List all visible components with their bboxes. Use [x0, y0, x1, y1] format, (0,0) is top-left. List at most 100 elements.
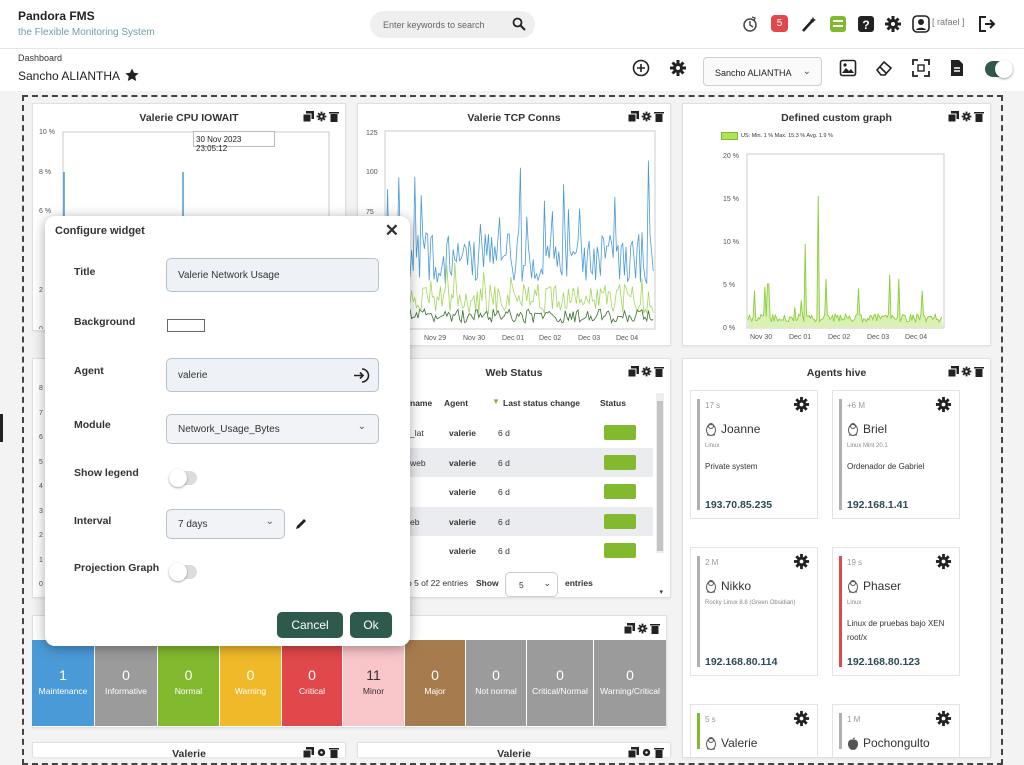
sort-desc-icon[interactable]: ▼: [492, 397, 500, 406]
table-row[interactable]: valerie 6 d: [395, 477, 653, 506]
cancel-button[interactable]: Cancel: [277, 612, 343, 638]
agent-settings-icon[interactable]: [793, 396, 810, 413]
search-input[interactable]: Enter keywords to search: [370, 11, 535, 38]
table-row[interactable]: eb valerie 6 d: [395, 506, 653, 536]
brand[interactable]: Pandora FMS the Flexible Monitoring Syst…: [18, 9, 155, 38]
group-status-informative[interactable]: 0 Informative: [95, 640, 157, 726]
group-status-maintenance[interactable]: 1 Maintenance: [32, 640, 94, 726]
ok-button[interactable]: Ok: [350, 612, 392, 638]
trash-icon[interactable]: [654, 747, 664, 758]
user-avatar-icon[interactable]: [912, 14, 930, 34]
agent-card[interactable]: 2 M Nikko Rocky Linux 8.8 (Green Obsidian)…: [690, 547, 818, 676]
history-icon[interactable]: [741, 14, 759, 34]
widget-settings-icon[interactable]: [637, 623, 648, 634]
trash-icon[interactable]: [329, 747, 339, 758]
agent-name[interactable]: Briel: [863, 422, 888, 436]
interval-select[interactable]: 7 days ⌄: [166, 509, 285, 539]
table-row[interactable]: _lat valerie 6 d: [395, 418, 653, 447]
page-size-select[interactable]: 5 ⌄: [505, 572, 558, 597]
fullscreen-icon[interactable]: [912, 59, 930, 77]
settings-gear-icon[interactable]: [884, 14, 902, 34]
edit-mode-toggle[interactable]: [985, 60, 1013, 78]
group-status-normal[interactable]: 0 Normal: [158, 640, 219, 726]
table-scrollbar[interactable]: [656, 393, 664, 553]
logout-icon[interactable]: [977, 14, 997, 34]
copy-icon[interactable]: [303, 747, 314, 758]
scroll-down-icon[interactable]: ▾: [659, 589, 663, 596]
agent-name[interactable]: Nikko: [721, 579, 752, 593]
search-icon[interactable]: [512, 17, 526, 31]
copy-icon[interactable]: [303, 111, 314, 122]
trash-icon[interactable]: [650, 623, 660, 634]
agent-card[interactable]: 5 s Valerie: [690, 704, 818, 757]
breadcrumb[interactable]: Dashboard: [18, 53, 63, 63]
agent-settings-icon[interactable]: [935, 396, 952, 413]
agent-select-icon[interactable]: [353, 367, 370, 384]
cell-agent[interactable]: valerie: [449, 457, 476, 468]
table-row[interactable]: valerie 6 d: [395, 536, 653, 565]
eraser-icon[interactable]: [875, 59, 893, 77]
favorite-star-icon[interactable]: [125, 68, 139, 82]
show-legend-toggle[interactable]: [169, 469, 197, 487]
close-icon[interactable]: ✕: [384, 221, 399, 240]
agent-name[interactable]: Phaser: [863, 579, 902, 593]
background-color-picker[interactable]: [167, 319, 205, 332]
group-status-critical-normal[interactable]: 0 Critical/Normal: [527, 640, 593, 726]
group-status-minor[interactable]: 11 Minor: [343, 640, 404, 726]
copy-icon[interactable]: [948, 366, 959, 377]
agent-name[interactable]: Joanne: [721, 422, 761, 436]
copy-icon[interactable]: [628, 366, 639, 377]
header-agent[interactable]: Agent: [444, 398, 469, 408]
help-icon[interactable]: ?: [857, 14, 875, 34]
cell-agent[interactable]: valerie: [449, 487, 476, 497]
server-status-icon[interactable]: [829, 14, 847, 34]
agent-settings-icon[interactable]: [793, 553, 810, 570]
trash-icon[interactable]: [654, 366, 664, 377]
agent-input[interactable]: valerie: [166, 358, 379, 392]
table-row[interactable]: web valerie 6 d: [395, 447, 653, 477]
pencil-icon[interactable]: [294, 517, 308, 531]
cell-agent[interactable]: valerie: [449, 428, 476, 438]
group-status-major[interactable]: 0 Major: [405, 640, 465, 726]
dashboard-settings-icon[interactable]: [669, 59, 687, 77]
agent-settings-icon[interactable]: [793, 710, 810, 727]
module-select[interactable]: Network_Usage_Bytes ⌄: [166, 414, 379, 444]
magic-wand-icon[interactable]: [800, 14, 818, 34]
image-icon[interactable]: [839, 59, 857, 77]
trash-icon[interactable]: [974, 111, 984, 122]
widget-settings-icon[interactable]: [961, 366, 972, 377]
agent-card[interactable]: 1 M Pochongulto: [832, 704, 960, 757]
agent-card[interactable]: +6 M Briel Linux Mint 20.1 Ordenador de Gab…: [832, 390, 960, 519]
widget-settings-icon[interactable]: [641, 747, 652, 758]
copy-icon[interactable]: [628, 747, 639, 758]
copy-icon[interactable]: [948, 111, 959, 122]
widget-settings-icon[interactable]: [316, 747, 327, 758]
agent-card[interactable]: 17 s Joanne Linux Private system 193.70.85.2…: [690, 390, 818, 519]
alerts-badge[interactable]: 5: [771, 15, 788, 32]
agent-settings-icon[interactable]: [935, 553, 952, 570]
agent-name[interactable]: Pochongulto: [863, 736, 930, 750]
group-status-warning-critical[interactable]: 0 Warning/Critical: [594, 640, 666, 726]
widget-settings-icon[interactable]: [641, 111, 652, 122]
cell-agent[interactable]: valerie: [449, 516, 476, 527]
dashboard-selector[interactable]: Sancho ALIANTHA ⌄: [703, 57, 822, 86]
agent-card[interactable]: 19 s Phaser Linux Linux de pruebas bajo XEN…: [832, 547, 960, 676]
header-last-change[interactable]: Last status change: [503, 398, 580, 408]
user-name[interactable]: [ rafael ]: [932, 17, 965, 27]
agent-name[interactable]: Valerie: [721, 736, 758, 750]
title-input[interactable]: Valerie Network Usage: [166, 258, 379, 292]
cell-agent[interactable]: valerie: [449, 546, 476, 556]
add-widget-icon[interactable]: [632, 59, 650, 77]
trash-icon[interactable]: [654, 111, 664, 122]
group-status-not-normal[interactable]: 0 Not normal: [466, 640, 526, 726]
widget-settings-icon[interactable]: [641, 366, 652, 377]
projection-toggle[interactable]: [169, 563, 197, 581]
header-status[interactable]: Status: [600, 398, 626, 408]
group-status-warning[interactable]: 0 Warning: [220, 640, 281, 726]
agent-settings-icon[interactable]: [935, 710, 952, 727]
trash-icon[interactable]: [974, 366, 984, 377]
widget-settings-icon[interactable]: [316, 111, 327, 122]
widget-settings-icon[interactable]: [961, 111, 972, 122]
copy-icon[interactable]: [624, 623, 635, 634]
copy-icon[interactable]: [628, 111, 639, 122]
